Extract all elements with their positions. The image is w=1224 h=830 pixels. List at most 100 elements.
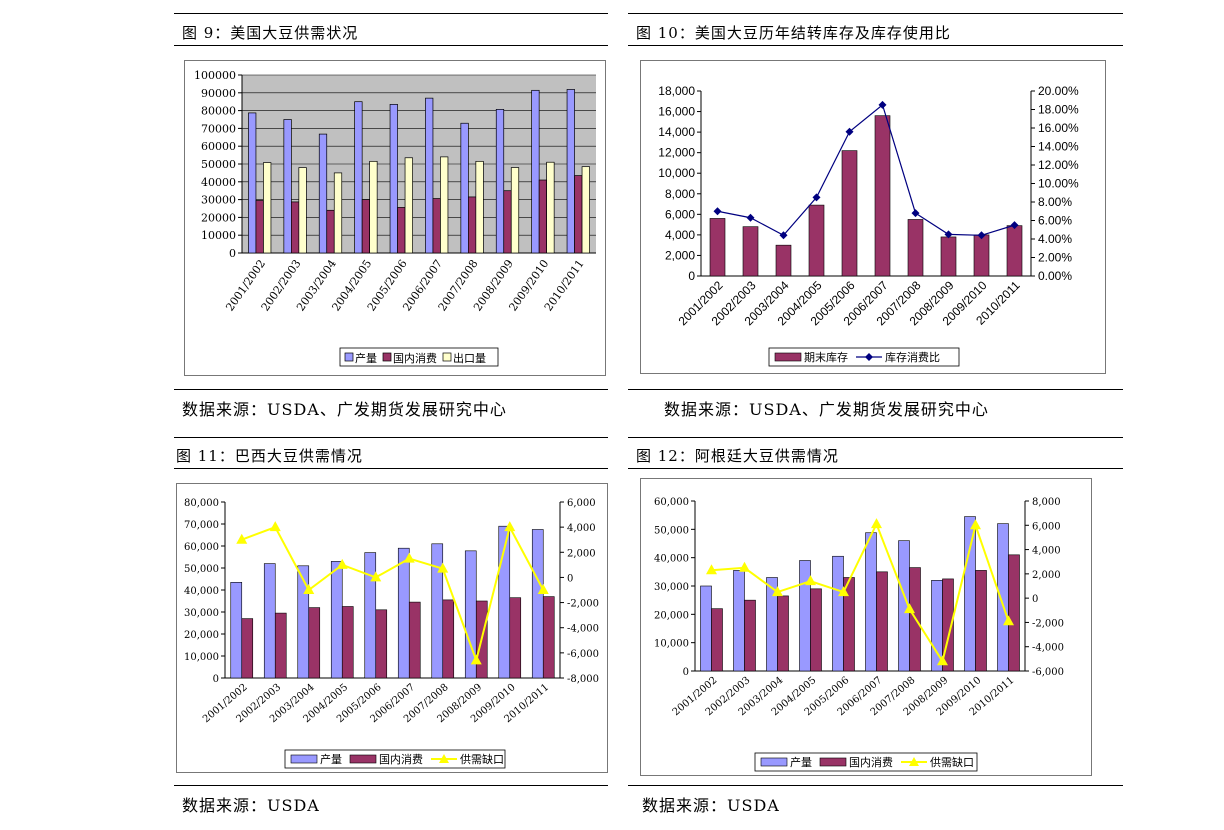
point-供需缺口: [437, 562, 449, 573]
y-right-tick-label: -8,000: [567, 674, 599, 685]
y-right-tick-label: 0.00%: [1038, 269, 1072, 283]
bar-国内消费: [538, 179, 547, 254]
y-right-tick-label: 8,000: [1032, 497, 1061, 508]
bar-产量: [318, 133, 328, 254]
legend-label: 供需缺口: [930, 755, 974, 769]
y-right-tick-label: 14.00%: [1038, 140, 1079, 154]
chart-10-title: 图 10：美国大豆历年结转库存及库存使用比: [636, 24, 951, 42]
y-left-tick-label: 30,000: [184, 608, 219, 619]
point-库存消费比: [746, 213, 755, 222]
y-left-tick-label: 0: [683, 667, 689, 678]
y-right-tick-label: -4,000: [1032, 643, 1064, 654]
line-库存消费比: [717, 103, 1015, 237]
chart-11-source: 数据来源：USDA: [182, 796, 320, 815]
bar-产量: [364, 552, 377, 679]
bar-产量: [799, 560, 811, 672]
legend-label: 产量: [320, 752, 342, 766]
bar-国内消费: [542, 596, 555, 679]
point-供需缺口: [403, 552, 415, 563]
y-right-tick-label: 16.00%: [1038, 121, 1079, 135]
point-供需缺口: [470, 654, 482, 665]
chart-10-source: 数据来源：USDA、广发期货发展研究中心: [664, 400, 989, 419]
bar-国内消费: [574, 175, 583, 254]
legend-swatch: [344, 352, 354, 362]
bar-期末库存: [709, 218, 726, 277]
legend-swatch: [349, 754, 377, 764]
point-供需缺口: [838, 586, 849, 597]
point-库存消费比: [944, 230, 953, 239]
bar-产量: [733, 570, 745, 672]
bar-出口量: [263, 162, 272, 254]
top-rule-right: [628, 13, 1123, 14]
y-left-tick-label: 50,000: [184, 564, 219, 575]
bar-出口量: [440, 156, 449, 254]
bar-产量: [865, 532, 877, 672]
legend-label: 供需缺口: [460, 752, 504, 766]
point-库存消费比: [977, 231, 986, 240]
mid-rule-left: [174, 437, 608, 438]
y-right-tick-label: 10.00%: [1038, 177, 1079, 191]
chart-9-source: 数据来源：USDA、广发期货发展研究中心: [182, 400, 507, 419]
y-tick-label: 50000: [201, 158, 236, 171]
y-right-tick-label: -6,000: [1032, 667, 1064, 678]
y-tick-label: 70000: [201, 122, 236, 135]
chart-9-svg: 0 10000 20000 30000 40000 50000 60000 70000 8000…: [194, 69, 596, 367]
bar-出口量: [404, 157, 413, 254]
legend-marker: [865, 353, 873, 361]
chart-12-frame: 0 10,000 20,000 30,000 40,000 50,000 60,000 -6,…: [640, 478, 1092, 776]
bar-期末库存: [808, 204, 825, 277]
y-tick-label: 100000: [194, 69, 236, 82]
bar-国内消费: [408, 601, 421, 679]
point-供需缺口: [937, 655, 948, 666]
y-right-tick-label: 0: [1032, 594, 1038, 605]
point-库存消费比: [713, 207, 722, 216]
line-供需缺口: [711, 521, 1010, 664]
chart-9-title: 图 9：美国大豆供需状况: [182, 24, 359, 42]
bar-国内消费: [326, 209, 335, 254]
bar-产量: [297, 565, 310, 679]
bar-国内消费: [432, 198, 441, 254]
point-供需缺口: [805, 575, 816, 586]
point-库存消费比: [845, 127, 854, 136]
y-left-tick-label: 14,000: [658, 125, 695, 139]
y-tick-label: 80000: [201, 105, 236, 118]
y-right-tick-label: 4.00%: [1038, 232, 1072, 246]
point-供需缺口: [370, 571, 382, 582]
bar-产量: [263, 563, 276, 679]
chart-12-title: 图 12：阿根廷大豆供需情况: [636, 447, 839, 465]
point-供需缺口: [269, 521, 281, 532]
bar-国内消费: [876, 571, 888, 672]
bar-国内消费: [942, 578, 954, 672]
bar-国内消费: [241, 618, 254, 679]
legend-label: 产量: [355, 351, 377, 365]
y-right-tick-label: 18.00%: [1038, 103, 1079, 117]
source-rule-left: [174, 389, 608, 390]
bar-出口量: [581, 166, 590, 254]
y-tick-label: 90000: [201, 87, 236, 100]
bar-产量: [389, 104, 398, 254]
bar-国内消费: [361, 199, 370, 254]
legend-swatch: [819, 757, 847, 767]
y-right-tick-label: -6,000: [567, 649, 599, 660]
chart-10-svg: 0 2,000 4,000 6,000 8,000 10,000 12,000 14,000 1…: [658, 84, 1079, 367]
legend-label: 产量: [790, 755, 812, 769]
y-left-tick-label: 4,000: [665, 228, 695, 242]
y-right-tick-label: 6,000: [567, 498, 596, 509]
point-供需缺口: [970, 519, 981, 530]
y-left-tick-label: 18,000: [658, 84, 695, 98]
bar-国内消费: [442, 599, 455, 679]
legend-box: [754, 752, 978, 772]
y-left-tick-label: 40,000: [184, 586, 219, 597]
legend-swatch: [760, 757, 788, 767]
y-left-tick-label: 70,000: [184, 520, 219, 531]
bar-国内消费: [744, 599, 756, 672]
legend-label: 国内消费: [849, 755, 893, 769]
y-left-tick-label: 10,000: [184, 652, 219, 663]
bar-产量: [460, 122, 469, 254]
title-rule-left: [174, 45, 608, 46]
bar-产量: [230, 582, 243, 679]
bar-国内消费: [468, 196, 477, 254]
point-供需缺口: [871, 518, 882, 529]
bar-国内消费: [509, 597, 522, 679]
bar-产量: [964, 516, 976, 672]
